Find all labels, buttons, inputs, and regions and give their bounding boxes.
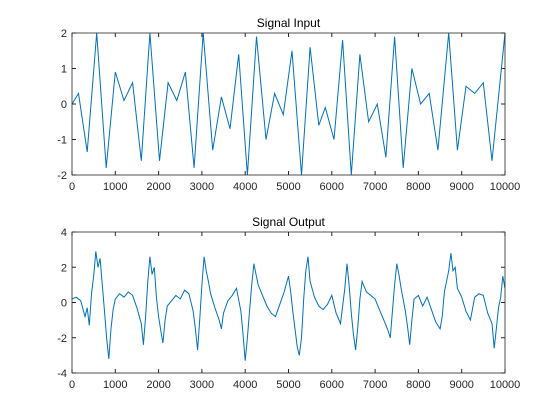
y-tick-label: -2 xyxy=(57,170,67,182)
y-tick-label: -1 xyxy=(57,135,67,147)
axes-background xyxy=(72,232,505,373)
x-tick-label: 10000 xyxy=(490,181,521,193)
x-tick-label: 7000 xyxy=(363,181,387,193)
x-tick-label: 9000 xyxy=(449,181,473,193)
plot-area xyxy=(72,33,505,175)
x-tick-label: 5000 xyxy=(276,181,300,193)
x-tick-label: 8000 xyxy=(406,379,430,391)
x-tick-label: 1000 xyxy=(103,181,127,193)
axes-background xyxy=(72,33,505,175)
chart-title: Signal Output xyxy=(252,215,325,229)
x-tick-label: 0 xyxy=(69,379,75,391)
x-tick-label: 6000 xyxy=(320,379,344,391)
x-tick-label: 0 xyxy=(69,181,75,193)
x-tick-label: 4000 xyxy=(233,379,257,391)
x-tick-label: 2000 xyxy=(146,181,170,193)
y-tick-label: 4 xyxy=(61,227,67,239)
chart-title: Signal Input xyxy=(257,16,321,30)
x-tick-label: 7000 xyxy=(363,379,387,391)
x-tick-label: 1000 xyxy=(103,379,127,391)
y-tick-label: -4 xyxy=(57,368,67,380)
signal-line xyxy=(72,251,505,361)
x-tick-label: 3000 xyxy=(190,181,214,193)
x-tick-label: 5000 xyxy=(276,379,300,391)
axes-box xyxy=(71,231,506,374)
x-tick-label: 6000 xyxy=(320,181,344,193)
y-tick-label: 2 xyxy=(61,262,67,274)
y-tick-label: 0 xyxy=(61,99,67,111)
x-tick-label: 9000 xyxy=(449,379,473,391)
axes-box xyxy=(71,32,506,176)
y-tick-label: 1 xyxy=(61,64,67,76)
y-tick-label: -2 xyxy=(57,333,67,345)
x-tick-label: 3000 xyxy=(190,379,214,391)
plot-area xyxy=(72,251,505,361)
x-tick-label: 10000 xyxy=(490,379,521,391)
x-tick-label: 2000 xyxy=(146,379,170,391)
y-tick-label: 2 xyxy=(61,28,67,40)
x-tick-label: 4000 xyxy=(233,181,257,193)
x-tick-label: 8000 xyxy=(406,181,430,193)
y-tick-label: 0 xyxy=(61,298,67,310)
signal-line xyxy=(72,33,505,175)
